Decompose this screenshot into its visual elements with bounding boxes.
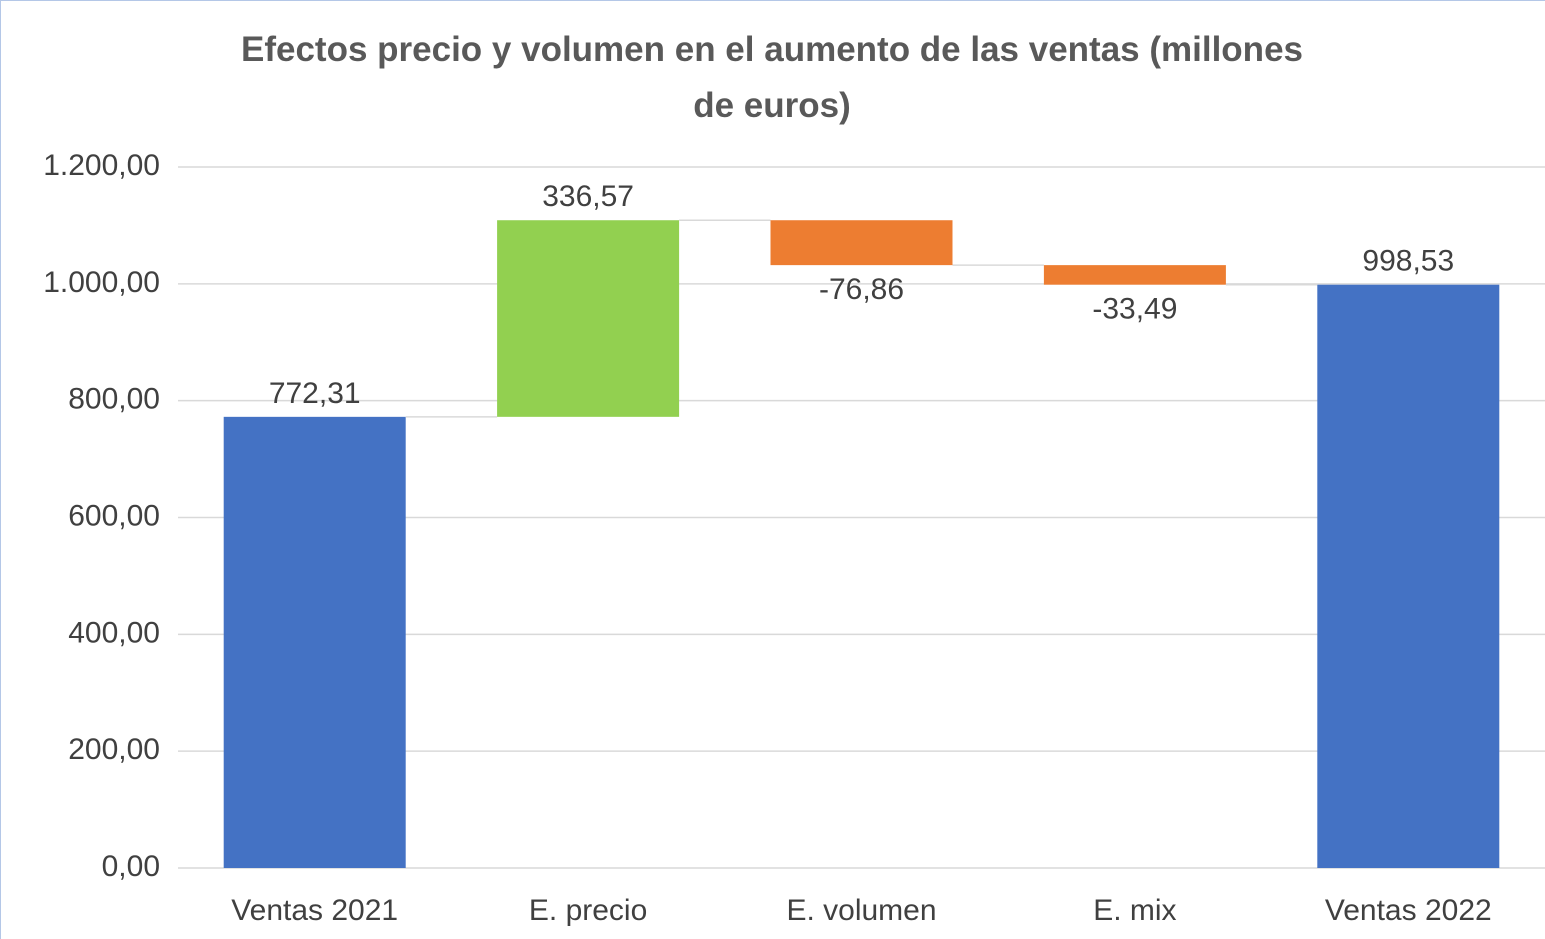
bar	[1317, 284, 1500, 869]
bar	[223, 416, 406, 868]
y-tick-label: 0,00	[102, 850, 160, 883]
bar	[1043, 265, 1226, 285]
x-tick-label: Ventas 2021	[231, 894, 398, 927]
y-tick-label: 600,00	[68, 499, 160, 532]
y-tick-label: 400,00	[68, 616, 160, 649]
bar	[770, 220, 953, 266]
bar	[497, 220, 680, 417]
y-tick-label: 1.000,00	[43, 266, 160, 299]
value-label: 336,57	[542, 180, 634, 213]
chart-title: Efectos precio y volumen en el aumento d…	[241, 30, 1303, 125]
y-tick-label: 800,00	[68, 383, 160, 416]
y-tick-label: 200,00	[68, 733, 160, 766]
x-tick-label: Ventas 2022	[1325, 894, 1492, 927]
y-tick-label: 1.200,00	[43, 149, 160, 182]
value-label: -76,86	[819, 273, 904, 306]
x-tick-label: E. mix	[1093, 894, 1176, 927]
x-tick-label: E. precio	[529, 894, 647, 927]
x-tick-label: E. volumen	[786, 894, 936, 927]
value-label: 998,53	[1362, 245, 1454, 278]
value-label: -33,49	[1092, 293, 1177, 326]
value-label: 772,31	[269, 377, 361, 410]
